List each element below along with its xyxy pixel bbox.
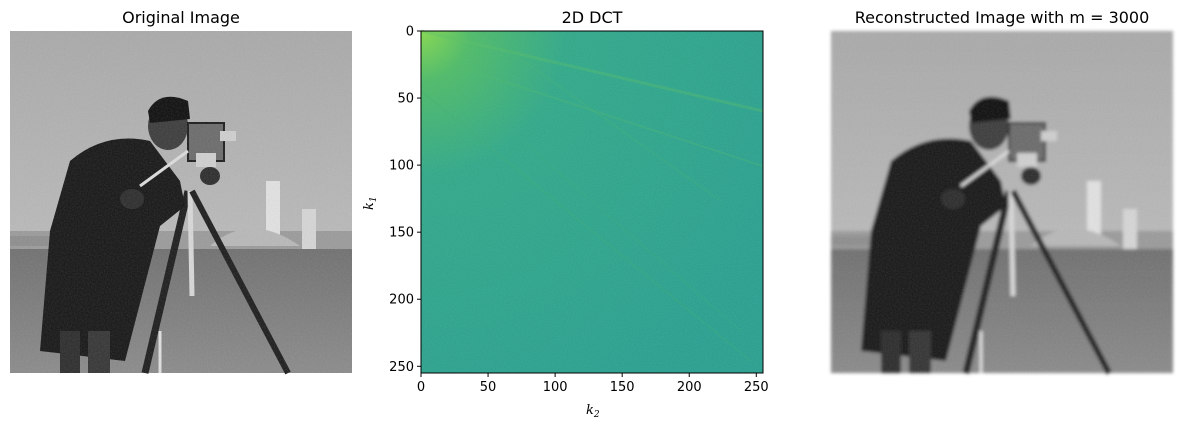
dct-xtick-label: 50 xyxy=(480,380,497,395)
original-image xyxy=(10,31,352,373)
dct-xtick-label: 250 xyxy=(744,380,769,395)
dct-ytick-label: 100 xyxy=(389,159,414,174)
dct-ylabel: k1 xyxy=(362,196,379,210)
dct-xlabel: k2 xyxy=(586,403,600,420)
dct-ytick-label: 200 xyxy=(389,293,414,308)
dct-heatmap xyxy=(421,31,763,373)
dct-xtick-label: 0 xyxy=(417,380,425,395)
reconstructed-image xyxy=(831,31,1173,373)
dct-xtick-label: 150 xyxy=(610,380,635,395)
dct-xtick-label: 200 xyxy=(677,380,702,395)
dct-ytick-label: 50 xyxy=(397,92,414,107)
dct-xtick-label: 100 xyxy=(543,380,568,395)
dct-ytick-label: 150 xyxy=(389,226,414,241)
dct-ytick-label: 0 xyxy=(406,25,414,40)
dct-ytick-label: 250 xyxy=(389,360,414,375)
